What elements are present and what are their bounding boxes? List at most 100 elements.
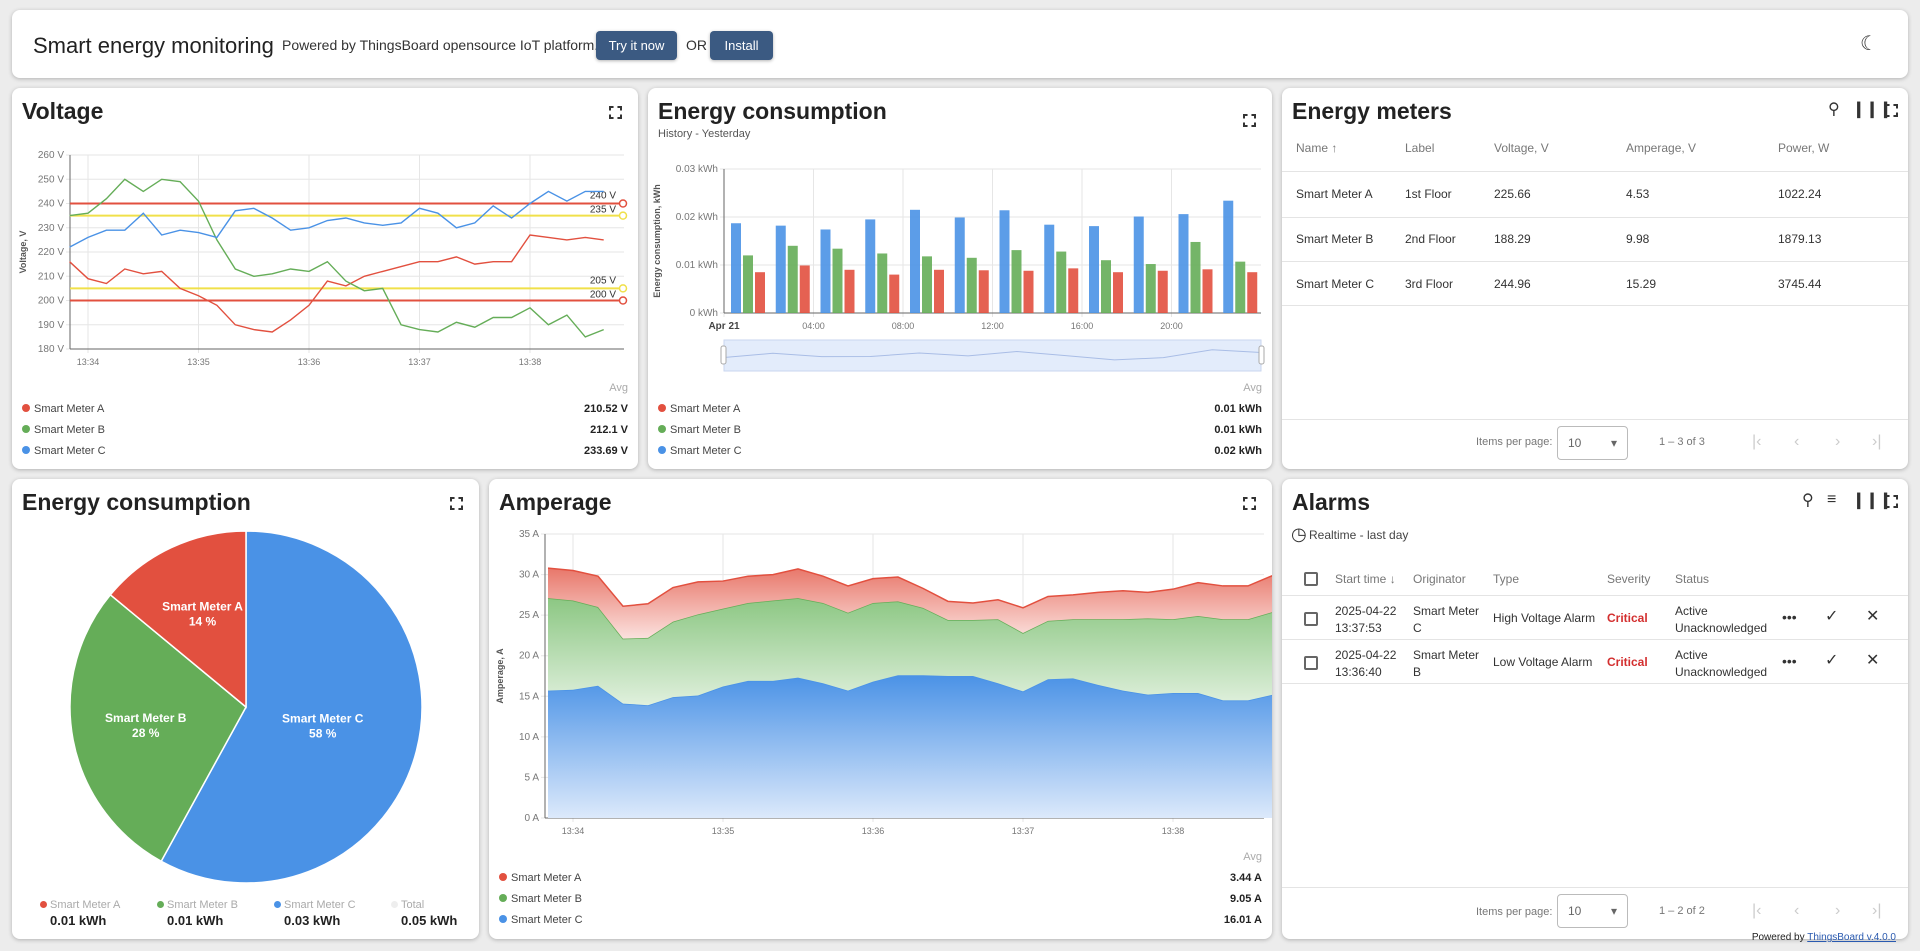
status-line1: Active xyxy=(1675,648,1708,662)
column-header[interactable]: Voltage, V xyxy=(1494,141,1549,155)
x-tick-label: 13:35 xyxy=(712,826,735,836)
filter-icon[interactable]: ≡ xyxy=(1827,491,1837,508)
legend-item[interactable]: Smart Meter A 0.01 kWh xyxy=(658,403,1262,415)
legend-item[interactable]: Smart Meter C 0.03 kWh xyxy=(274,899,356,928)
column-header[interactable]: Amperage, V xyxy=(1626,141,1696,155)
legend-dot-icon xyxy=(658,425,666,433)
legend-item[interactable]: Smart Meter A 0.01 kWh xyxy=(40,899,120,928)
legend-item[interactable]: Smart Meter C 233.69 V xyxy=(22,445,628,457)
legend-item[interactable]: Smart Meter A 3.44 A xyxy=(499,872,1262,884)
table-cell: 1st Floor xyxy=(1405,187,1452,201)
bar xyxy=(865,219,876,313)
column-header[interactable]: Power, W xyxy=(1778,141,1829,155)
first-page-icon[interactable]: |‹ xyxy=(1752,433,1762,450)
legend-item[interactable]: Smart Meter C 0.02 kWh xyxy=(658,445,1262,457)
more-options-icon[interactable]: ••• xyxy=(1782,653,1797,669)
table-cell: 3rd Floor xyxy=(1405,277,1454,291)
x-tick-label: 13:37 xyxy=(1012,826,1035,836)
legend-value: 0.03 kWh xyxy=(284,913,341,928)
search-icon[interactable]: ⚲ xyxy=(1828,101,1840,118)
column-header[interactable]: Label xyxy=(1405,141,1434,155)
try-it-now-button[interactable]: Try it now xyxy=(596,31,677,60)
table-cell: 2nd Floor xyxy=(1405,232,1456,246)
column-header-label: Label xyxy=(1405,141,1435,155)
last-page-icon[interactable]: ›| xyxy=(1872,433,1882,450)
first-page-icon[interactable]: |‹ xyxy=(1752,902,1762,919)
legend-dot-icon xyxy=(499,915,507,923)
header-subtitle: Powered by ThingsBoard opensource IoT pl… xyxy=(282,37,599,53)
page-size-select[interactable]: 10 ▾ xyxy=(1557,426,1628,460)
legend-item[interactable]: Smart Meter B 0.01 kWh xyxy=(658,424,1262,436)
y-tick-label: 35 A xyxy=(519,529,539,540)
legend-item[interactable]: Smart Meter B 212.1 V xyxy=(22,424,628,436)
column-header[interactable]: Name ↑ xyxy=(1296,141,1337,155)
column-header[interactable]: Status xyxy=(1675,572,1709,586)
x-tick-label: 20:00 xyxy=(1160,321,1183,331)
legend-dot-icon xyxy=(658,404,666,412)
legend-value: 210.52 V xyxy=(583,403,628,415)
timewindow-label[interactable]: Realtime - last day xyxy=(1309,528,1409,542)
legend-item[interactable]: Smart Meter C 16.01 A xyxy=(499,914,1262,926)
threshold-label: 240 V xyxy=(590,191,616,202)
column-header[interactable]: Start time ↓ xyxy=(1335,572,1396,586)
legend-dot-icon xyxy=(40,901,47,908)
divider xyxy=(1282,217,1908,218)
more-options-icon[interactable]: ••• xyxy=(1782,609,1797,625)
page-size-value: 10 xyxy=(1568,436,1582,450)
clear-close-icon[interactable]: ✕ xyxy=(1866,608,1880,625)
legend-item[interactable]: Smart Meter A 210.52 V xyxy=(22,403,628,415)
column-header-label: Amperage, V xyxy=(1626,141,1697,155)
dropdown-arrow-icon: ▾ xyxy=(1610,904,1617,918)
legend-label: Smart Meter A xyxy=(22,403,104,415)
select-all-checkbox[interactable] xyxy=(1304,572,1318,586)
next-page-icon[interactable]: › xyxy=(1835,433,1841,450)
y-tick-label: 30 A xyxy=(519,570,539,581)
legend-item[interactable]: Smart Meter B 0.01 kWh xyxy=(157,899,238,928)
columns-icon[interactable]: ❙❙❙ xyxy=(1852,101,1893,118)
x-tick-label: 13:37 xyxy=(408,357,431,367)
next-page-icon[interactable]: › xyxy=(1835,902,1841,919)
clear-close-icon[interactable]: ✕ xyxy=(1866,652,1880,669)
column-header[interactable]: Severity xyxy=(1607,572,1650,586)
divider xyxy=(1282,419,1908,420)
page-size-select[interactable]: 10 ▾ xyxy=(1557,894,1628,928)
legend-item[interactable]: Total 0.05 kWh xyxy=(391,899,457,928)
legend-value: 212.1 V xyxy=(590,424,628,436)
row-checkbox[interactable] xyxy=(1304,656,1318,670)
powered-by-footer: Powered by ThingsBoard v.4.0.0 xyxy=(1752,932,1896,943)
originator-line2: B xyxy=(1413,665,1422,679)
bar xyxy=(999,210,1010,313)
legend-name: Smart Meter C xyxy=(34,445,106,457)
clock-icon[interactable]: ◷ xyxy=(1291,524,1307,544)
last-page-icon[interactable]: ›| xyxy=(1872,902,1882,919)
table-cell: 4.53 xyxy=(1626,187,1650,201)
legend-item[interactable]: Smart Meter B 9.05 A xyxy=(499,893,1262,905)
dashboard-title: Smart energy monitoring xyxy=(33,33,274,58)
sort-ascending-icon: ↑ xyxy=(1331,141,1338,155)
acknowledge-check-icon[interactable]: ✓ xyxy=(1825,652,1839,669)
table-cell: 1879.13 xyxy=(1778,232,1822,246)
divider xyxy=(1282,639,1908,640)
legend-dot-icon xyxy=(658,446,666,454)
bar xyxy=(832,248,843,313)
previous-page-icon[interactable]: ‹ xyxy=(1794,902,1800,919)
y-tick-label: 0.02 kWh xyxy=(676,212,718,223)
originator-cell: Smart Meter B xyxy=(1413,647,1479,681)
legend-label: Smart Meter B xyxy=(658,424,741,436)
moon-icon[interactable]: ☾ xyxy=(1860,33,1878,55)
install-button[interactable]: Install xyxy=(710,31,773,60)
search-icon[interactable]: ⚲ xyxy=(1802,492,1814,509)
table-cell: Smart Meter A xyxy=(1296,187,1373,201)
legend-label: Smart Meter C xyxy=(22,445,106,457)
thingsboard-link[interactable]: ThingsBoard v.4.0.0 xyxy=(1807,932,1896,943)
bar xyxy=(978,270,989,313)
legend-dot-icon xyxy=(22,446,30,454)
columns-icon[interactable]: ❙❙❙ xyxy=(1852,492,1893,509)
legend-name: Smart Meter B xyxy=(670,424,741,436)
y-tick-label: 210 V xyxy=(38,271,64,282)
column-header[interactable]: Type xyxy=(1493,572,1519,586)
row-checkbox[interactable] xyxy=(1304,612,1318,626)
acknowledge-check-icon[interactable]: ✓ xyxy=(1825,608,1839,625)
previous-page-icon[interactable]: ‹ xyxy=(1794,433,1800,450)
column-header[interactable]: Originator xyxy=(1413,572,1466,586)
